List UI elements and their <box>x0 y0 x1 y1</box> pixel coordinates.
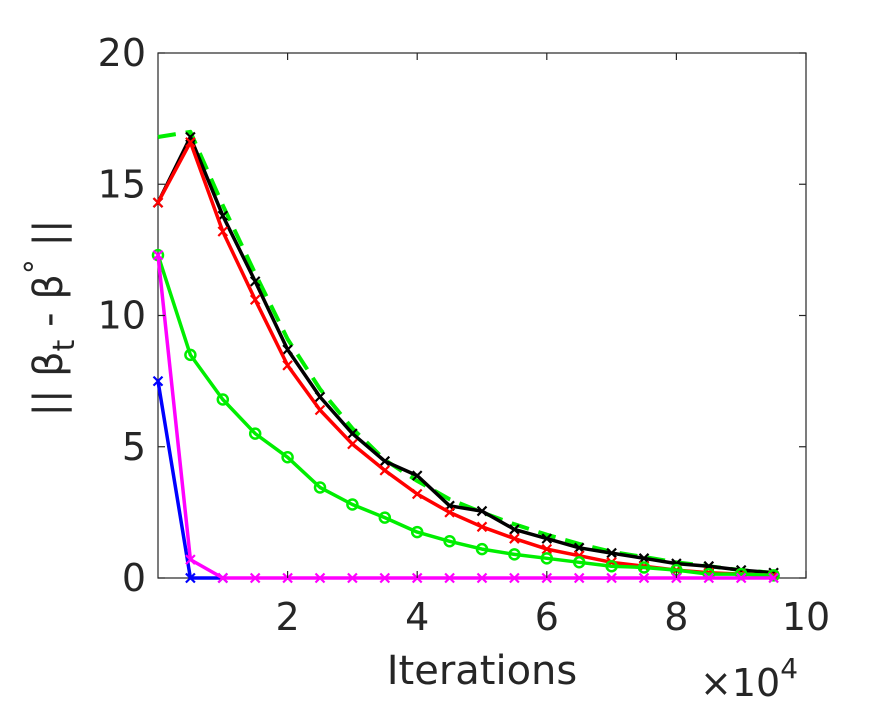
series-2-point <box>379 465 391 476</box>
series-3-point <box>572 556 586 569</box>
y-label-subscript: t <box>47 339 82 351</box>
series-3-point <box>378 511 392 524</box>
y-label-superscript: ° <box>19 259 54 274</box>
series-3-point <box>410 525 424 539</box>
series-1-point <box>476 505 488 517</box>
x-tick-label: 10 <box>782 595 830 639</box>
series-3-point <box>443 535 456 548</box>
y-label-part-3: || <box>26 219 72 259</box>
series-1-point <box>379 455 391 467</box>
series-2-point <box>444 507 455 518</box>
series-2-point <box>347 438 358 450</box>
axes-box <box>157 52 807 579</box>
series-5-point <box>379 572 391 584</box>
x-tick-label: 4 <box>405 595 429 639</box>
series-1-point <box>314 391 326 403</box>
y-tick-label: 5 <box>122 425 146 469</box>
series-5-point <box>347 572 358 584</box>
series-5-point <box>217 572 229 584</box>
series-5-line <box>156 254 774 580</box>
series-1-point <box>411 470 423 481</box>
y-tick-label: 20 <box>98 31 146 75</box>
series-3-point <box>313 481 327 494</box>
series-1-line <box>156 135 774 575</box>
series-2-point <box>217 226 229 237</box>
series-5-point <box>444 572 455 584</box>
series-3-point <box>216 393 230 406</box>
series-layer <box>151 129 780 584</box>
series-1-point <box>347 428 358 439</box>
series-5-point <box>703 572 715 584</box>
x-multiplier: ×104 <box>700 652 798 703</box>
series-2-point <box>476 521 488 533</box>
series-5 <box>152 249 779 584</box>
y-label-part-2: - β <box>26 274 72 339</box>
series-3-point <box>508 548 521 561</box>
series-5-point <box>638 572 650 584</box>
series-5-point <box>768 572 779 584</box>
series-1-point <box>573 542 585 554</box>
series-5-point <box>476 572 488 584</box>
x-tick-label: 6 <box>535 595 559 639</box>
series-5-point <box>573 572 585 584</box>
x-multiplier-base: ×10 <box>700 661 780 703</box>
series-5-point <box>152 249 164 261</box>
series-1-point <box>638 553 650 564</box>
series-5-point <box>185 554 196 565</box>
x-tick-label: 8 <box>664 595 688 639</box>
series-3-point <box>281 451 294 464</box>
series-2-point <box>411 488 423 500</box>
series-5-point <box>606 572 617 584</box>
series-5-point <box>735 572 747 584</box>
y-tick-label: 15 <box>98 162 146 206</box>
series-2-line <box>156 140 774 578</box>
series-0-line <box>157 129 774 575</box>
series-1-point <box>249 276 261 287</box>
series-2-point <box>541 543 553 555</box>
x-tick-label: 2 <box>276 595 300 639</box>
series-5-point <box>509 572 520 584</box>
series-0 <box>157 129 774 575</box>
series-2-point <box>152 197 164 208</box>
x-axis-label: Iterations <box>387 648 578 694</box>
series-1-point <box>606 547 617 559</box>
ticks-layer: 2 4 6 8 10 0 5 10 15 20 <box>98 31 831 639</box>
series-2-point <box>185 136 196 148</box>
y-tick-label: 0 <box>122 556 146 600</box>
series-1-point <box>541 533 553 544</box>
series-2-point <box>314 404 326 416</box>
series-4-point <box>185 572 196 584</box>
series-2-point <box>249 294 261 306</box>
series-1 <box>152 131 779 579</box>
series-3-point <box>767 569 780 582</box>
series-3-point <box>637 561 651 574</box>
series-5-point <box>314 572 326 584</box>
plot-area <box>157 52 807 579</box>
series-3-point <box>184 348 197 362</box>
y-tick-label: 10 <box>98 294 146 338</box>
series-3-point <box>346 498 359 511</box>
series-3-point <box>540 552 554 565</box>
series-2-point <box>282 360 293 371</box>
series-3 <box>151 248 780 582</box>
y-label-part-1: || β <box>26 351 72 416</box>
series-1-point <box>509 524 520 535</box>
series-2 <box>152 136 779 581</box>
series-4-point <box>152 375 164 387</box>
series-1-point <box>282 344 293 355</box>
series-3-point <box>248 427 262 440</box>
x-multiplier-exponent: 4 <box>780 652 798 685</box>
series-5-point <box>249 572 261 584</box>
series-2-point <box>509 533 520 544</box>
y-axis-label: || βt - β° || <box>19 219 82 416</box>
series-3-point <box>605 559 618 573</box>
series-3-point <box>475 542 489 556</box>
